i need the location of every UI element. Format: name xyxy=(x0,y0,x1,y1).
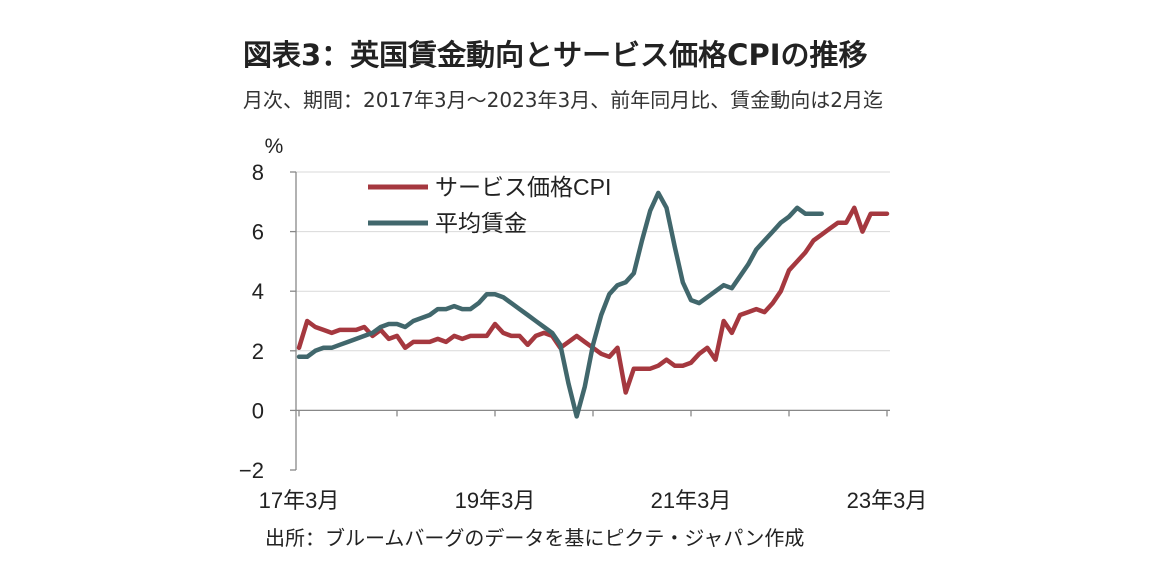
source-note: 出所：ブルームバーグのデータを基にピクテ・ジャパン作成 xyxy=(265,526,805,550)
legend: サービス価格CPI 平均賃金 xyxy=(368,174,611,236)
legend-label: 平均賃金 xyxy=(435,210,527,236)
chart-title: 図表3：英国賃金動向とサービス価格CPIの推移 xyxy=(243,38,868,72)
x-tick-label: 19年3月 xyxy=(455,488,536,513)
legend-label: サービス価格CPI xyxy=(435,174,611,200)
x-tick-label: 23年3月 xyxy=(847,488,928,513)
x-tick-label: 21年3月 xyxy=(651,488,732,513)
y-tick-label: 4 xyxy=(252,279,264,304)
series-line-2 xyxy=(296,190,824,419)
y-tick-label: −2 xyxy=(239,458,264,483)
series-line-1 xyxy=(296,205,890,395)
y-tick-label: 2 xyxy=(252,339,264,364)
y-tick-label: 8 xyxy=(252,160,264,185)
chart-subtitle: 月次、期間：2017年3月～2023年3月、前年同月比、賃金動向は2月迄 xyxy=(243,88,883,112)
y-axis-unit: % xyxy=(265,135,284,158)
series-lines xyxy=(296,190,890,419)
y-tick-label: 0 xyxy=(252,398,264,423)
axes: −2 0 2 4 6 8% 17年3月 19年3月 21年3月 23年3月 xyxy=(239,135,927,513)
y-tick-label: 6 xyxy=(252,220,264,245)
x-tick-label: 17年3月 xyxy=(259,488,340,513)
